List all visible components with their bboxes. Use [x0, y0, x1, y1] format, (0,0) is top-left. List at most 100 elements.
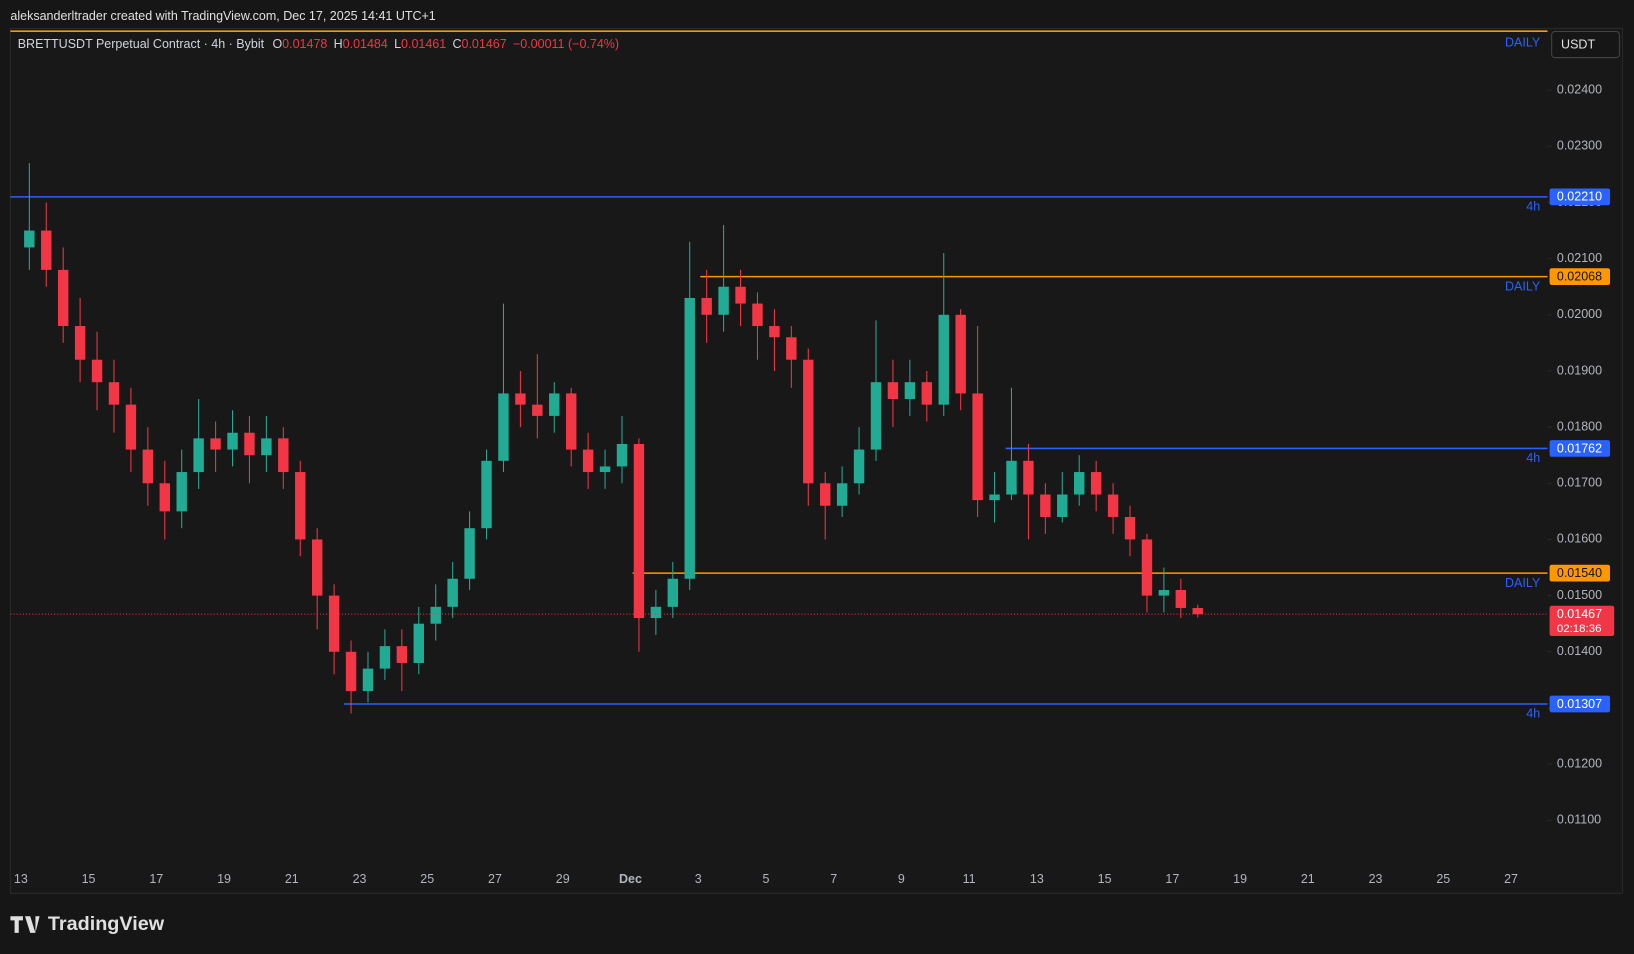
price-tag-label: 0.01540 — [1557, 566, 1602, 580]
candle-body — [667, 578, 679, 607]
price-tag — [1549, 695, 1611, 713]
x-tick-label: 17 — [1165, 872, 1179, 886]
x-tick-label: 25 — [420, 872, 434, 886]
candle-body — [786, 337, 797, 360]
candle-body — [41, 230, 52, 270]
candle-body — [853, 449, 865, 484]
chart-frame — [9, 27, 1624, 894]
candle-body — [599, 466, 611, 473]
candle-body — [938, 314, 949, 405]
x-tick-label: 19 — [217, 872, 231, 886]
x-tick-label: 13 — [14, 872, 28, 886]
candle-body — [887, 382, 899, 400]
candle-body — [57, 269, 69, 327]
candle-body — [328, 595, 340, 652]
y-tick-label: 0.01900 — [1557, 363, 1602, 377]
candle-body — [1107, 494, 1119, 517]
y-tick-label: 0.01400 — [1557, 644, 1602, 658]
legend-value: 0.01484 — [343, 37, 388, 51]
candle-body — [498, 393, 509, 461]
price-tag-label: 0.02210 — [1557, 190, 1602, 204]
price-tag — [1549, 188, 1611, 206]
y-tick-label: 0.01200 — [1557, 756, 1602, 770]
legend-value: 0.01461 — [401, 37, 446, 51]
candle-body — [108, 382, 120, 405]
candle-body — [413, 623, 425, 663]
candle-body — [701, 297, 712, 315]
header: aleksanderltrader created with TradingVi… — [10, 9, 435, 23]
candle-body — [904, 382, 916, 400]
currency[interactable]: USDT — [1561, 37, 1595, 51]
x-tick-label: 9 — [898, 872, 905, 886]
legend-key: H — [334, 37, 343, 51]
candle-body — [295, 472, 306, 540]
price-tag — [1549, 564, 1611, 582]
candle-body — [819, 483, 831, 506]
level-label: 4h — [1526, 200, 1540, 214]
candle-body — [1124, 516, 1136, 540]
y-tick-label: 0.02400 — [1557, 82, 1602, 96]
candle-body — [633, 443, 645, 619]
candle-body — [261, 438, 272, 456]
price-tag — [1549, 268, 1611, 285]
candle-body — [210, 438, 221, 450]
candle-body — [1006, 460, 1017, 495]
candle-body — [616, 443, 628, 467]
level-label: 4h — [1526, 451, 1540, 465]
candle-body — [1141, 539, 1153, 596]
legend: BRETTUSDT Perpetual Contract · 4h · Bybi… — [18, 37, 619, 51]
candle-body — [362, 668, 374, 692]
candle-body — [752, 303, 763, 327]
legend-change: −0.00011 (−0.74%) — [513, 37, 619, 51]
candle-body — [176, 472, 187, 512]
last-price-label: 0.01467 — [1557, 607, 1602, 621]
candle-body — [91, 359, 103, 383]
candle-body — [481, 460, 492, 529]
candle-body — [972, 393, 983, 501]
candle-body — [921, 382, 933, 405]
candle-body — [447, 578, 458, 607]
candle-body — [311, 539, 323, 596]
logo: TradingView — [10, 913, 165, 935]
candle-body — [24, 230, 35, 248]
candle-body — [803, 359, 814, 484]
x-tick-label: 23 — [1369, 872, 1383, 886]
candle-body — [769, 326, 780, 338]
candle-body — [1158, 589, 1170, 596]
candle-body — [396, 646, 408, 663]
countdown: 02:18:36 — [1557, 623, 1602, 635]
candle-body — [74, 326, 86, 360]
candle-body — [735, 286, 746, 304]
level-label: DAILY — [1505, 35, 1541, 49]
y-tick-label: 0.02100 — [1557, 251, 1602, 265]
legend-key: C — [452, 37, 461, 51]
x-tick-label: 15 — [82, 872, 96, 886]
x-tick-label: 13 — [1030, 872, 1044, 886]
x-tick-label: 29 — [556, 872, 570, 886]
candle-body — [379, 646, 391, 669]
x-tick-label: 7 — [830, 872, 837, 886]
candle-body — [684, 297, 695, 579]
candle-body — [244, 432, 255, 456]
candle-body — [582, 449, 594, 473]
level-label: DAILY — [1505, 576, 1541, 590]
candle-body — [278, 438, 289, 473]
last-price-tag — [1549, 605, 1615, 637]
y-tick-label: 0.01600 — [1557, 532, 1602, 546]
y-tick-label: 0.02300 — [1557, 139, 1602, 153]
x-tick-label: 25 — [1436, 872, 1450, 886]
candle-body — [430, 606, 441, 624]
currency-button[interactable] — [1551, 30, 1620, 59]
candle-body — [125, 404, 137, 450]
candle-body — [532, 404, 543, 416]
x-tick-label: 17 — [149, 872, 163, 886]
candle-body — [1023, 460, 1034, 495]
y-tick-label: 0.01500 — [1557, 588, 1602, 602]
x-tick-label: 3 — [695, 872, 702, 886]
price-tag-label: 0.01307 — [1557, 697, 1602, 711]
candle-body — [159, 483, 170, 512]
candle-body — [1057, 494, 1068, 517]
candle-body — [1192, 607, 1203, 615]
candle-body — [870, 382, 882, 450]
